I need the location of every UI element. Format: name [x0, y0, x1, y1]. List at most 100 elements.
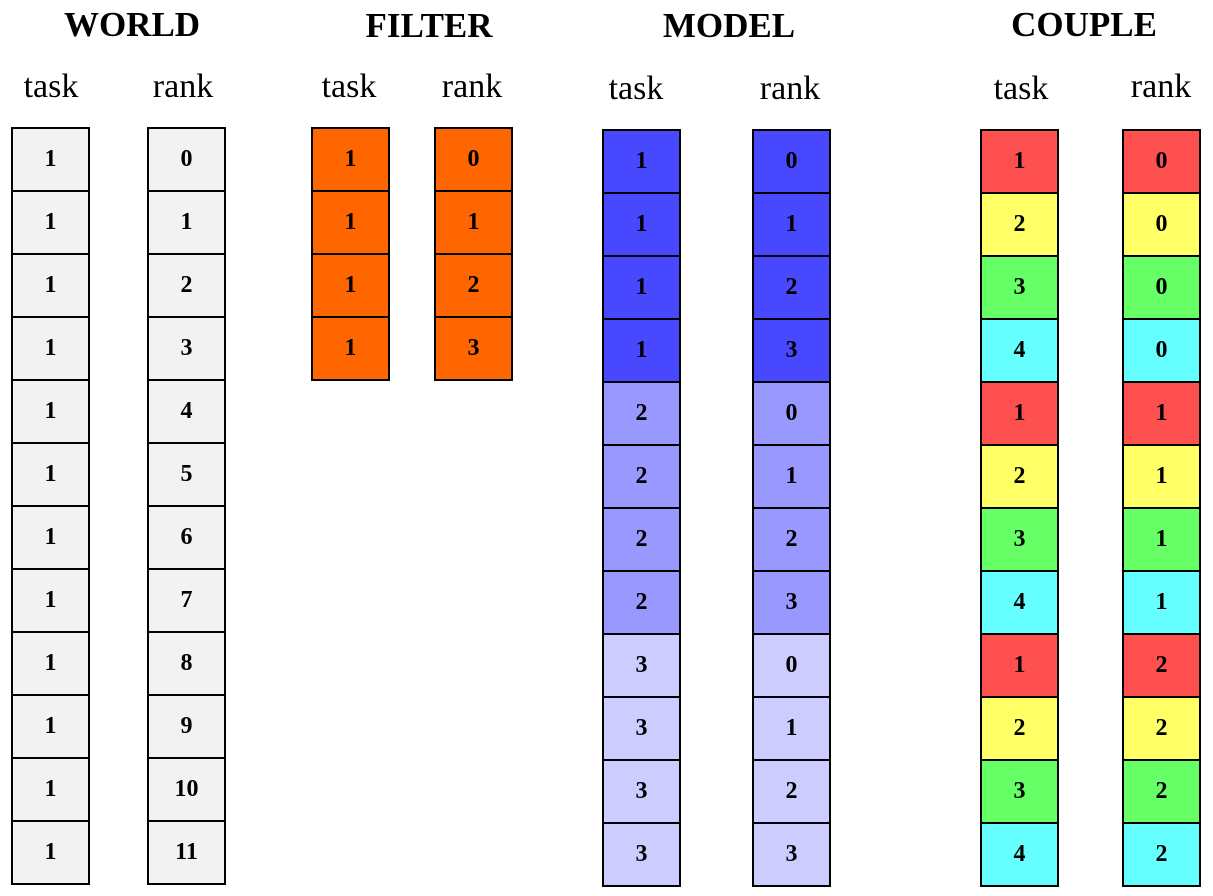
table-cell: 1	[1122, 570, 1201, 633]
table-cell: 4	[980, 318, 1059, 381]
table-cell: 1	[752, 444, 831, 507]
table-cell: 0	[147, 127, 226, 190]
table-cell: 1	[11, 253, 90, 316]
header-world-task: task	[23, 68, 79, 105]
header-model-rank: rank	[759, 70, 821, 107]
table-cell: 1	[311, 190, 390, 253]
table-cell: 0	[1122, 318, 1201, 381]
table-cell: 1	[11, 316, 90, 379]
table-cell: 1	[752, 192, 831, 255]
table-cell: 5	[147, 442, 226, 505]
table-cell: 11	[147, 820, 226, 883]
table-cell: 2	[602, 381, 681, 444]
group-title-couple: COUPLE	[1011, 5, 1157, 44]
table-cell: 2	[147, 253, 226, 316]
header-world-rank: rank	[152, 68, 214, 105]
table-cell: 4	[980, 822, 1059, 885]
table-cell: 3	[602, 759, 681, 822]
header-filter-rank: rank	[441, 68, 503, 105]
table-cell: 2	[602, 444, 681, 507]
table-cell: 1	[311, 253, 390, 316]
table-cell: 3	[434, 316, 513, 379]
table-cell: 1	[11, 694, 90, 757]
group-title-filter: FILTER	[365, 6, 493, 45]
group-title-model: MODEL	[662, 6, 796, 45]
table-cell: 3	[752, 822, 831, 885]
table-cell: 2	[752, 255, 831, 318]
table-cell: 1	[434, 190, 513, 253]
table-cell: 0	[1122, 192, 1201, 255]
table-cell: 3	[602, 822, 681, 885]
table-cell: 3	[752, 570, 831, 633]
table-cell: 1	[980, 129, 1059, 192]
table-cell: 2	[602, 570, 681, 633]
table-cell: 2	[1122, 822, 1201, 885]
table-cell: 1	[11, 127, 90, 190]
table-cell: 0	[1122, 129, 1201, 192]
table-cell: 2	[1122, 696, 1201, 759]
table-cell: 2	[1122, 633, 1201, 696]
table-cell: 1	[980, 381, 1059, 444]
table-cell: 2	[434, 253, 513, 316]
table-cell: 6	[147, 505, 226, 568]
table-cell: 1	[311, 127, 390, 190]
table-cell: 1	[980, 633, 1059, 696]
header-couple-task: task	[993, 70, 1049, 107]
table-cell: 1	[602, 192, 681, 255]
table-cell: 0	[752, 381, 831, 444]
table-cell: 1	[602, 318, 681, 381]
table-cell: 2	[980, 192, 1059, 255]
table-cell: 1	[1122, 381, 1201, 444]
table-cell: 7	[147, 568, 226, 631]
table-cell: 0	[434, 127, 513, 190]
table-cell: 3	[980, 759, 1059, 822]
table-cell: 0	[1122, 255, 1201, 318]
table-cell: 9	[147, 694, 226, 757]
table-cell: 2	[752, 759, 831, 822]
table-cell: 1	[11, 757, 90, 820]
table-cell: 3	[980, 507, 1059, 570]
table-cell: 1	[11, 190, 90, 253]
table-cell: 1	[602, 129, 681, 192]
table-cell: 10	[147, 757, 226, 820]
table-cell: 4	[980, 570, 1059, 633]
table-cell: 2	[1122, 759, 1201, 822]
table-cell: 1	[311, 316, 390, 379]
table-cell: 4	[147, 379, 226, 442]
group-title-world: WORLD	[63, 5, 201, 44]
header-model-task: task	[608, 70, 664, 107]
table-cell: 3	[602, 633, 681, 696]
table-cell: 1	[11, 505, 90, 568]
table-cell: 3	[602, 696, 681, 759]
table-cell: 1	[602, 255, 681, 318]
table-cell: 2	[980, 444, 1059, 507]
table-cell: 0	[752, 633, 831, 696]
header-couple-rank: rank	[1130, 68, 1192, 105]
table-cell: 1	[147, 190, 226, 253]
header-filter-task: task	[321, 68, 377, 105]
table-cell: 3	[147, 316, 226, 379]
table-cell: 1	[11, 568, 90, 631]
table-cell: 2	[602, 507, 681, 570]
table-cell: 1	[752, 696, 831, 759]
table-cell: 2	[752, 507, 831, 570]
table-cell: 1	[11, 379, 90, 442]
table-cell: 1	[1122, 444, 1201, 507]
table-cell: 0	[752, 129, 831, 192]
table-cell: 1	[1122, 507, 1201, 570]
table-cell: 1	[11, 631, 90, 694]
table-cell: 3	[752, 318, 831, 381]
table-cell: 8	[147, 631, 226, 694]
world-rank-column: 0 1 2 3 4 5 6 7 8 9 10 11	[147, 127, 226, 885]
table-cell: 1	[11, 442, 90, 505]
table-cell: 3	[980, 255, 1059, 318]
table-cell: 1	[11, 820, 90, 883]
table-cell: 2	[980, 696, 1059, 759]
